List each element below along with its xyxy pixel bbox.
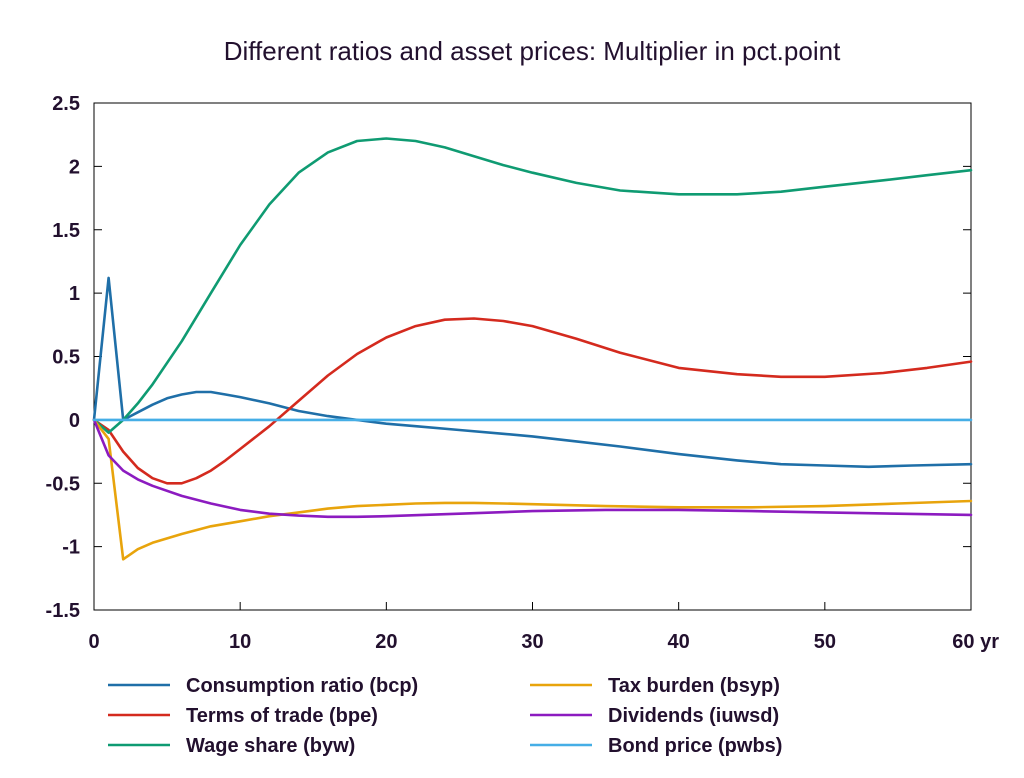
legend: Consumption ratio (bcp) Terms of trade (b… bbox=[108, 675, 782, 757]
x-tick-label: 20 bbox=[375, 631, 397, 653]
legend-label-4: Dividends (iuwsd) bbox=[608, 705, 779, 727]
x-tick-label: 50 bbox=[814, 631, 836, 653]
y-tick-label: 0 bbox=[69, 410, 80, 432]
series-line-3 bbox=[92, 418, 973, 561]
legend-label-2: Wage share (byw) bbox=[186, 735, 355, 757]
y-tick-label: 1 bbox=[69, 283, 80, 305]
legend-label-1: Terms of trade (bpe) bbox=[186, 705, 378, 727]
x-tick-label: 60 yr bbox=[952, 631, 999, 653]
plot-frame bbox=[93, 102, 972, 611]
y-tick-label: 0.5 bbox=[52, 347, 80, 369]
x-tick-label: 40 bbox=[668, 631, 690, 653]
y-tick-label: 1.5 bbox=[52, 220, 80, 242]
y-tick-label: -1.5 bbox=[46, 600, 80, 622]
series-line-0 bbox=[92, 276, 973, 469]
axes: -1.5 -1 -0.5 0 0.5 1 1.5 2 2.5 0 10 20 30 40 50 60 yr bbox=[46, 93, 1000, 653]
x-tick-label: 10 bbox=[229, 631, 251, 653]
y-tick-label: 2.5 bbox=[52, 93, 80, 115]
series-group bbox=[92, 137, 973, 561]
y-tick-label: -0.5 bbox=[46, 473, 80, 495]
series-line-2 bbox=[92, 137, 973, 434]
chart-title: Different ratios and asset prices: Multi… bbox=[224, 36, 841, 66]
legend-label-5: Bond price (pwbs) bbox=[608, 735, 782, 757]
y-tick-label: 2 bbox=[69, 156, 80, 178]
x-tick-label: 30 bbox=[521, 631, 543, 653]
series-line-1 bbox=[92, 317, 973, 485]
legend-label-0: Consumption ratio (bcp) bbox=[186, 675, 418, 697]
y-tick-label: -1 bbox=[62, 537, 80, 559]
series-line-4 bbox=[92, 418, 973, 519]
legend-label-3: Tax burden (bsyp) bbox=[608, 675, 780, 697]
x-tick-label: 0 bbox=[88, 631, 99, 653]
